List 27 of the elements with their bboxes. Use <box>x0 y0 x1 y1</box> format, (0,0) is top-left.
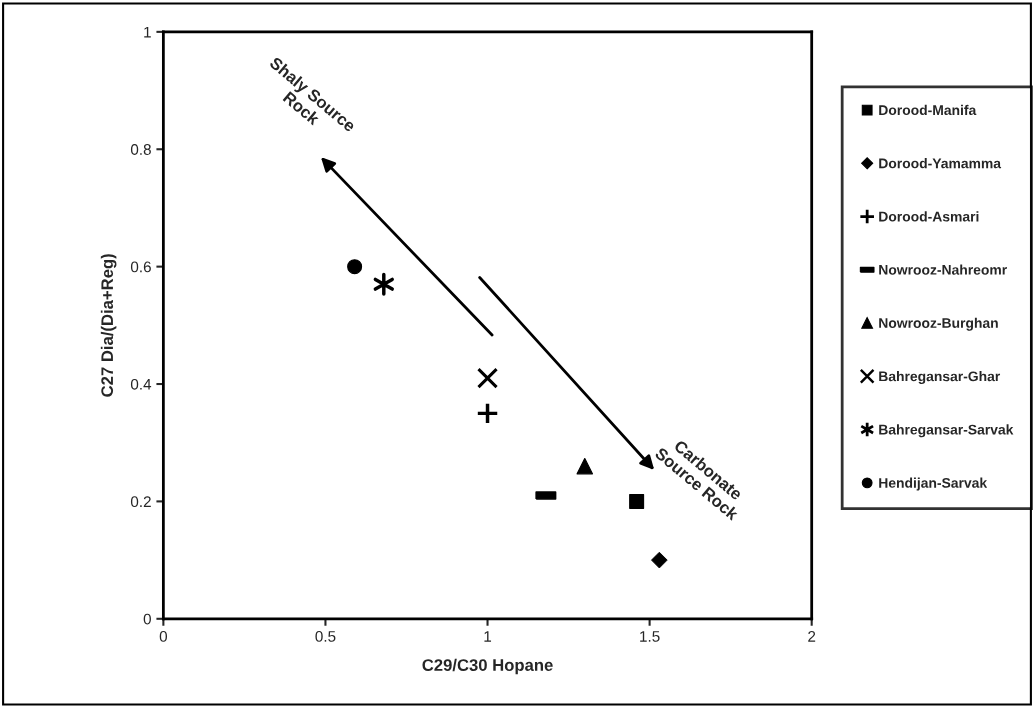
point <box>576 457 594 475</box>
x-tick-label: 0 <box>159 631 168 642</box>
y-tick-label: 0.4 <box>130 378 152 390</box>
point <box>629 493 645 509</box>
x-tick-label: 1 <box>484 631 492 642</box>
point <box>373 272 394 296</box>
x-tick-label: 2 <box>808 631 816 642</box>
point <box>476 401 499 425</box>
legend-label: Nowrooz-Nahreomr <box>879 264 1007 275</box>
point <box>476 367 499 389</box>
y-tick-label: 0 <box>143 613 151 625</box>
x-tick-label: 1.5 <box>640 631 660 642</box>
legend-label: Dorood-Yamamma <box>879 158 1002 169</box>
y-tick-label: 0.2 <box>130 496 151 508</box>
legend-label: Dorood-Manifa <box>879 104 977 116</box>
y-tick-label: 0.6 <box>130 261 151 273</box>
y-tick-label: 1 <box>144 26 151 38</box>
y-tick-label: 0.8 <box>130 144 151 155</box>
x-tick-label: 0.5 <box>315 631 336 642</box>
legend-label: Hendijan-Sarvak <box>879 477 988 491</box>
legend-label: Nowrooz-Burghan <box>879 317 998 331</box>
point <box>347 259 363 275</box>
legend-label: Dorood-Asmari <box>879 211 979 222</box>
legend-label: Bahregansar-Ghar <box>879 371 1001 385</box>
y-axis-title: C27 Dia/(Dia+Reg) <box>100 254 117 397</box>
legend-label: Bahregansar-Sarvak <box>879 424 1014 438</box>
x-axis-title: C29/C30 Hopane <box>422 658 553 675</box>
